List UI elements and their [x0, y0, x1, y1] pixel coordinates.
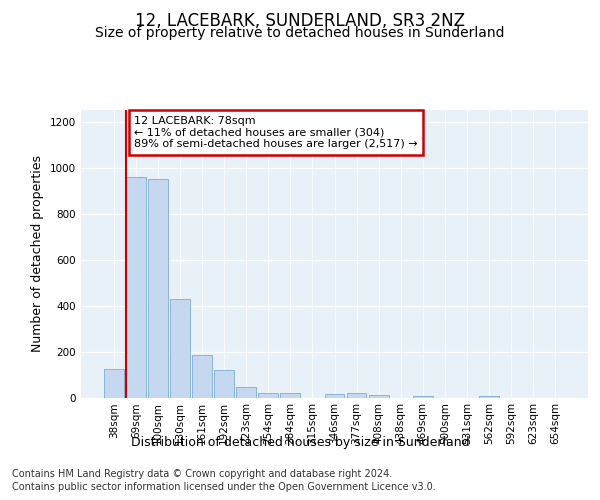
- Bar: [192, 355, 212, 398]
- Text: 12, LACEBARK, SUNDERLAND, SR3 2NZ: 12, LACEBARK, SUNDERLAND, SR3 2NZ: [135, 12, 465, 30]
- Bar: [104, 369, 124, 398]
- Bar: [148, 179, 168, 398]
- Text: Size of property relative to detached houses in Sunderland: Size of property relative to detached ho…: [95, 26, 505, 40]
- Text: 12 LACEBARK: 78sqm
← 11% of detached houses are smaller (304)
89% of semi-detach: 12 LACEBARK: 78sqm ← 11% of detached hou…: [134, 116, 418, 149]
- Y-axis label: Number of detached properties: Number of detached properties: [31, 155, 44, 352]
- Bar: [479, 396, 499, 398]
- Bar: [214, 370, 234, 398]
- Text: Distribution of detached houses by size in Sunderland: Distribution of detached houses by size …: [131, 436, 469, 449]
- Bar: [236, 387, 256, 398]
- Text: Contains HM Land Registry data © Crown copyright and database right 2024.: Contains HM Land Registry data © Crown c…: [12, 469, 392, 479]
- Bar: [347, 394, 367, 398]
- Bar: [368, 395, 389, 398]
- Bar: [170, 298, 190, 398]
- Bar: [259, 393, 278, 398]
- Bar: [126, 176, 146, 398]
- Bar: [280, 393, 301, 398]
- Bar: [413, 396, 433, 398]
- Text: Contains public sector information licensed under the Open Government Licence v3: Contains public sector information licen…: [12, 482, 436, 492]
- Bar: [325, 394, 344, 398]
